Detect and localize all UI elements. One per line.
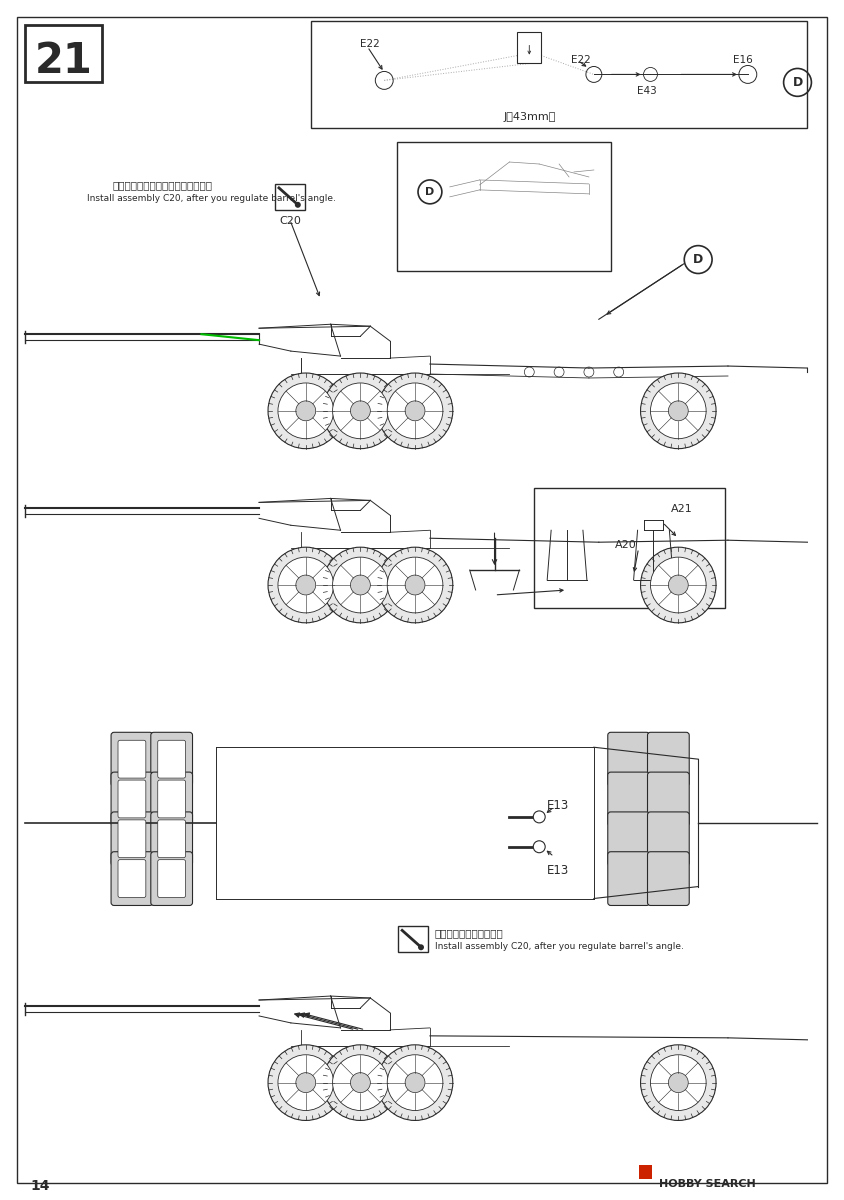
FancyBboxPatch shape <box>158 780 186 818</box>
Text: D: D <box>693 253 703 266</box>
FancyBboxPatch shape <box>111 772 153 826</box>
Bar <box>639 1165 652 1180</box>
Text: J（43mm）: J（43mm） <box>503 113 555 122</box>
Circle shape <box>295 202 300 208</box>
FancyBboxPatch shape <box>608 852 650 906</box>
Circle shape <box>268 547 344 623</box>
Circle shape <box>651 383 706 439</box>
FancyBboxPatch shape <box>647 732 690 786</box>
Circle shape <box>333 557 388 613</box>
Circle shape <box>405 575 425 595</box>
Circle shape <box>668 575 688 595</box>
Circle shape <box>278 1055 333 1110</box>
FancyBboxPatch shape <box>111 852 153 906</box>
Circle shape <box>377 1045 452 1121</box>
Text: 21: 21 <box>35 41 92 83</box>
Text: Install assembly C20, after you regulate barrel's angle.: Install assembly C20, after you regulate… <box>87 194 336 203</box>
FancyBboxPatch shape <box>647 772 690 826</box>
Circle shape <box>322 547 398 623</box>
FancyBboxPatch shape <box>647 812 690 865</box>
Circle shape <box>333 1055 388 1110</box>
FancyBboxPatch shape <box>151 732 192 786</box>
Bar <box>398 926 428 953</box>
Circle shape <box>533 811 545 823</box>
FancyBboxPatch shape <box>118 740 146 778</box>
Circle shape <box>377 547 452 623</box>
Circle shape <box>387 557 443 613</box>
FancyBboxPatch shape <box>608 772 650 826</box>
FancyBboxPatch shape <box>111 812 153 865</box>
Bar <box>311 20 808 128</box>
FancyBboxPatch shape <box>158 740 186 778</box>
Circle shape <box>387 383 443 439</box>
FancyBboxPatch shape <box>608 812 650 865</box>
Text: C20: C20 <box>279 216 300 226</box>
Circle shape <box>322 373 398 449</box>
FancyBboxPatch shape <box>118 859 146 898</box>
Circle shape <box>533 841 545 853</box>
FancyBboxPatch shape <box>647 852 690 906</box>
Circle shape <box>668 401 688 421</box>
Circle shape <box>268 1045 344 1121</box>
FancyBboxPatch shape <box>118 820 146 858</box>
Bar <box>517 31 541 64</box>
Text: E22: E22 <box>360 38 380 49</box>
Text: A20: A20 <box>614 540 636 551</box>
FancyBboxPatch shape <box>608 732 650 786</box>
Circle shape <box>651 1055 706 1110</box>
FancyBboxPatch shape <box>151 772 192 826</box>
Circle shape <box>322 1045 398 1121</box>
Circle shape <box>296 1073 316 1092</box>
Circle shape <box>387 1055 443 1110</box>
Circle shape <box>350 1073 371 1092</box>
Text: D: D <box>425 187 435 197</box>
Circle shape <box>641 547 716 623</box>
Circle shape <box>296 575 316 595</box>
Text: HOBBY SEARCH: HOBBY SEARCH <box>659 1180 756 1189</box>
Circle shape <box>268 373 344 449</box>
Circle shape <box>296 401 316 421</box>
Circle shape <box>418 944 424 950</box>
Circle shape <box>668 1073 688 1092</box>
Circle shape <box>333 383 388 439</box>
Text: E22: E22 <box>571 54 591 65</box>
Text: D: D <box>793 76 803 89</box>
Circle shape <box>641 373 716 449</box>
FancyBboxPatch shape <box>111 732 153 786</box>
Text: 將炮管調整至合適高度之後再安裝。: 將炮管調整至合適高度之後再安裝。 <box>112 180 212 190</box>
FancyBboxPatch shape <box>151 812 192 865</box>
Text: A21: A21 <box>671 504 693 515</box>
Text: 將炮管往後推至固定座。: 將炮管往後推至固定座。 <box>435 929 504 938</box>
Circle shape <box>350 401 371 421</box>
Circle shape <box>278 383 333 439</box>
Circle shape <box>278 557 333 613</box>
Circle shape <box>641 1045 716 1121</box>
Circle shape <box>405 1073 425 1092</box>
FancyBboxPatch shape <box>118 780 146 818</box>
Bar <box>24 25 102 83</box>
Bar <box>275 184 305 210</box>
Bar <box>534 488 725 608</box>
FancyBboxPatch shape <box>158 859 186 898</box>
Circle shape <box>377 373 452 449</box>
Text: E43: E43 <box>636 86 657 96</box>
Bar <box>398 142 611 271</box>
Circle shape <box>350 575 371 595</box>
FancyBboxPatch shape <box>158 820 186 858</box>
Text: 14: 14 <box>30 1180 50 1193</box>
Circle shape <box>405 401 425 421</box>
Text: Install assembly C20, after you regulate barrel's angle.: Install assembly C20, after you regulate… <box>435 942 684 952</box>
FancyBboxPatch shape <box>151 852 192 906</box>
Text: E13: E13 <box>547 799 570 812</box>
Circle shape <box>651 557 706 613</box>
Text: E13: E13 <box>547 864 570 877</box>
Text: E16: E16 <box>733 54 753 65</box>
